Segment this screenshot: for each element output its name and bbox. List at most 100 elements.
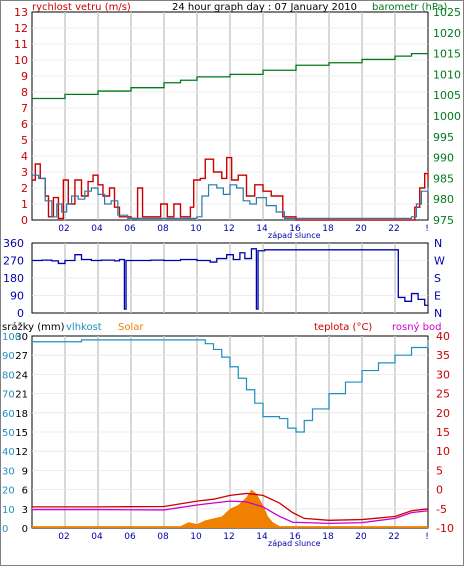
temperature-tick: 30 [436, 368, 450, 381]
humidity-tick: 50 [2, 428, 15, 439]
wind-direction-line [32, 248, 428, 310]
sunset-label: západ slunce [268, 231, 321, 240]
temperature-tick: 35 [436, 349, 450, 362]
x-tick-label: 18 [322, 224, 334, 234]
wind-speed-tick: 3 [21, 166, 28, 179]
rain-tick: 21 [15, 390, 28, 401]
sunset-label-bottom: západ slunce [268, 539, 321, 548]
wind-gust-line [32, 156, 429, 221]
x-tick-label: 12 [223, 224, 234, 234]
x-tick-label: 02 [58, 224, 69, 234]
rain-tick: 6 [22, 486, 28, 497]
temperature-tick: -5 [436, 503, 447, 516]
rain-tick: 12 [15, 447, 28, 458]
humidity-tick: 90 [2, 351, 15, 362]
pressure-tick: 985 [433, 172, 454, 185]
pressure-tick: 990 [433, 152, 454, 165]
x-tick-label: 06 [124, 224, 136, 234]
x-tick-label: 06 [124, 532, 136, 542]
pressure-tick: 1005 [433, 89, 461, 102]
humidity-tick: 10 [2, 505, 15, 516]
direction-degree-tick: 90 [10, 290, 24, 303]
humidity-tick: 20 [2, 486, 15, 497]
direction-degree-tick: 270 [3, 255, 24, 268]
solar-axis-title: Solar [118, 322, 144, 333]
wind-speed-tick: 6 [21, 118, 28, 131]
wind-axis-title: rychlost vetru (m/s) [32, 2, 131, 13]
x-tick-label: 10 [190, 224, 202, 234]
wind-speed-tick: 5 [21, 134, 28, 147]
pressure-tick: 1000 [433, 110, 461, 123]
humidity-tick: 60 [2, 409, 15, 420]
wind-speed-tick: 4 [21, 150, 28, 163]
humidity-tick: 30 [2, 466, 15, 477]
rain-tick: 15 [15, 428, 28, 439]
rain-tick: 30 [15, 332, 28, 343]
pressure-line [32, 52, 428, 100]
wind-speed-tick: 0 [21, 214, 28, 227]
wind-speed-tick: 8 [21, 86, 28, 99]
wind-speed-tick: 10 [14, 54, 28, 67]
dew-point-axis-title: rosný bod [392, 321, 441, 333]
compass-tick: E [434, 290, 441, 303]
graph-title: 24 hour graph day : 07 January 2010 [172, 2, 357, 13]
x-tick-label: 18 [322, 532, 334, 542]
pressure-tick: 1015 [433, 48, 461, 61]
x-tick-label: ! [425, 224, 429, 234]
humidity-tick: 0 [2, 524, 8, 535]
wind-speed-tick: 9 [21, 70, 28, 83]
pressure-tick: 1020 [433, 27, 461, 40]
compass-tick: S [434, 272, 441, 285]
x-tick-label: 08 [157, 532, 169, 542]
x-tick-label: 20 [355, 224, 367, 234]
rain-axis-title: srážky (mm) [2, 321, 65, 333]
pressure-tick: 995 [433, 131, 454, 144]
temperature-tick: 0 [436, 484, 443, 497]
pressure-tick: 975 [433, 214, 454, 227]
rain-tick: 24 [15, 370, 28, 381]
x-tick-label: 14 [256, 224, 268, 234]
humidity-tick: 100 [2, 332, 21, 343]
pressure-ticks: 975 980 985 990 995 1000 1005 1010 1015 1020 1025 [433, 6, 461, 227]
humidity-ticks: 0 10 20 30 40 50 60 70 80 90 100 [2, 332, 21, 535]
humidity-axis-title: vlhkost [66, 322, 102, 333]
wind-speed-tick: 12 [14, 22, 28, 35]
x-tick-label: 14 [256, 532, 268, 542]
x-tick-label: 04 [91, 532, 103, 542]
temperature-tick: 5 [436, 464, 443, 477]
pressure-tick: 980 [433, 193, 454, 206]
temperature-axis-title: teplota (°C) [314, 322, 372, 333]
x-tick-label: 02 [58, 532, 69, 542]
temperature-tick: 25 [436, 388, 450, 401]
temperature-panel-series [32, 339, 429, 528]
dew-point-line [32, 500, 429, 525]
x-tick-label: 22 [388, 532, 399, 542]
pressure-tick: 1010 [433, 68, 461, 81]
x-tick-label: 16 [289, 532, 301, 542]
compass-tick: N [434, 237, 442, 250]
temperature-panel-x-ticks: 02 04 06 08 10 12 14 16 18 20 22! [58, 532, 429, 542]
x-tick-label: 04 [91, 224, 103, 234]
direction-panel-series [32, 248, 428, 310]
rain-tick: 27 [15, 351, 28, 362]
x-tick-label: 12 [223, 532, 234, 542]
temperature-tick: 20 [436, 407, 450, 420]
compass-tick: N [434, 307, 442, 320]
humidity-tick: 70 [2, 390, 15, 401]
rain-tick: 18 [15, 409, 28, 420]
direction-degree-ticks: 0 90 180 270 360 [3, 237, 24, 320]
barometer-axis-title: barometr (hPa) [372, 2, 448, 13]
compass-tick: W [434, 255, 445, 268]
wind-speed-tick: 13 [14, 6, 28, 19]
rain-tick: 3 [22, 505, 28, 516]
wind-panel-x-ticks: 02 04 06 08 10 12 14 16 18 20 22! [58, 224, 429, 234]
humidity-tick: 40 [2, 447, 15, 458]
temperature-tick: -10 [436, 522, 454, 535]
temperature-ticks: -10 -5 0 5 10 15 20 25 30 35 40 [436, 330, 454, 535]
rain-ticks: 0 3 6 9 12 15 18 21 24 27 30 [15, 332, 28, 535]
